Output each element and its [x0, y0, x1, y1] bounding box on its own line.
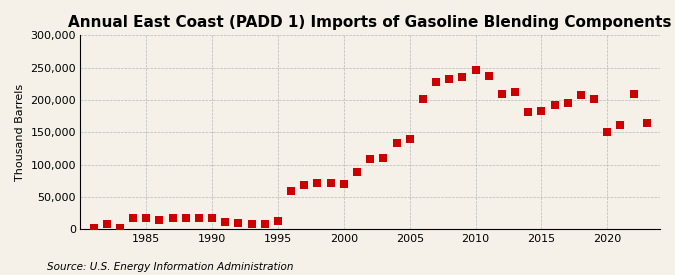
Point: [128, 216, 138, 220]
Point: [180, 216, 191, 220]
Point: [641, 120, 652, 125]
Text: Source: U.S. Energy Information Administration: Source: U.S. Energy Information Administ…: [47, 262, 294, 272]
Point: [259, 222, 270, 226]
Point: [523, 110, 534, 114]
Point: [404, 137, 415, 141]
Point: [154, 218, 165, 222]
Point: [141, 216, 152, 220]
Y-axis label: Thousand Barrels: Thousand Barrels: [15, 84, 25, 181]
Point: [115, 226, 126, 230]
Point: [562, 101, 573, 105]
Point: [417, 97, 428, 101]
Point: [549, 103, 560, 107]
Point: [352, 170, 362, 175]
Point: [167, 216, 178, 221]
Point: [536, 109, 547, 113]
Point: [444, 77, 455, 81]
Point: [628, 91, 639, 96]
Point: [233, 221, 244, 225]
Point: [246, 222, 257, 226]
Point: [101, 222, 112, 226]
Point: [457, 75, 468, 79]
Point: [497, 91, 508, 96]
Point: [576, 93, 587, 97]
Point: [391, 141, 402, 145]
Point: [207, 216, 217, 221]
Point: [299, 183, 310, 188]
Point: [510, 90, 520, 94]
Title: Annual East Coast (PADD 1) Imports of Gasoline Blending Components: Annual East Coast (PADD 1) Imports of Ga…: [68, 15, 672, 30]
Point: [378, 156, 389, 160]
Point: [286, 188, 296, 193]
Point: [194, 216, 205, 221]
Point: [589, 97, 599, 101]
Point: [88, 226, 99, 230]
Point: [602, 130, 613, 134]
Point: [483, 74, 494, 78]
Point: [220, 219, 231, 224]
Point: [338, 182, 349, 186]
Point: [325, 181, 336, 185]
Point: [431, 80, 441, 84]
Point: [364, 157, 375, 162]
Point: [470, 67, 481, 72]
Point: [273, 219, 284, 223]
Point: [312, 181, 323, 185]
Point: [615, 122, 626, 127]
